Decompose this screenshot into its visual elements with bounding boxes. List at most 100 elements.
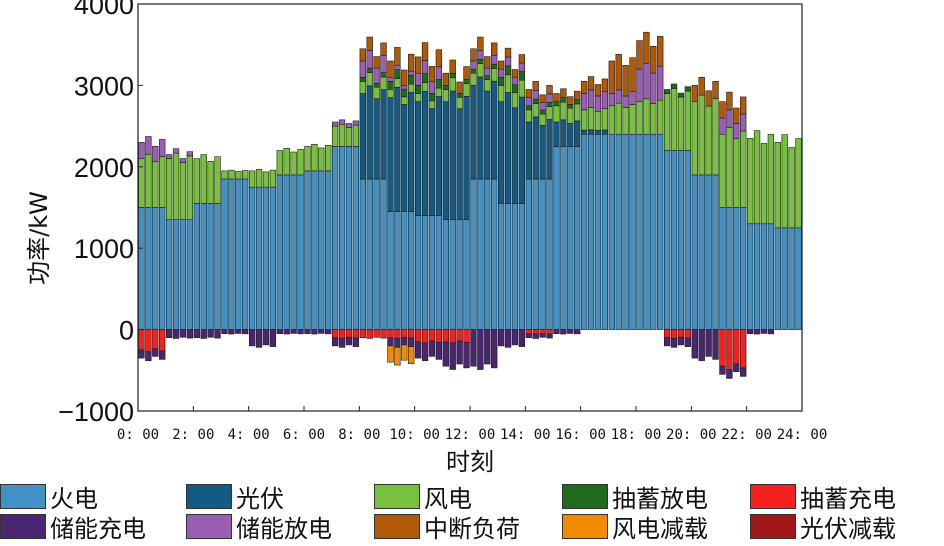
bar-segment-火电 (248, 186, 256, 330)
bar-segment-火电 (532, 178, 539, 330)
bar-segment-火电 (290, 174, 297, 330)
bar-segment-储能充电 (567, 329, 574, 334)
x-tick-label: 22: 00 (721, 427, 772, 443)
bar-segment-储能充电 (242, 329, 249, 335)
bar-segment-抽蓄充电 (670, 329, 678, 339)
bar-segment-储能放电 (497, 68, 505, 78)
bar-segment-光伏 (518, 96, 526, 204)
bar-segment-储能充电 (290, 329, 297, 334)
bar-segment-抽蓄放电 (511, 84, 519, 93)
bar-segment-抽蓄充电 (394, 329, 401, 339)
bar-segment-风电 (684, 90, 692, 151)
bar-segment-风电 (477, 63, 484, 78)
bar-segment-光伏 (546, 119, 553, 180)
bar-segment-抽蓄放电 (414, 85, 422, 94)
bar-segment-火电 (235, 178, 242, 330)
bar-segment-火电 (338, 146, 346, 330)
bar-segment-抽蓄充电 (456, 329, 463, 342)
legend-label: 储能放电 (236, 514, 332, 543)
bar-segment-光伏 (594, 130, 602, 135)
bar-segment-中断负荷 (442, 72, 449, 86)
bar-segment-火电 (276, 174, 283, 330)
bar-segment-储能充电 (165, 329, 173, 339)
bar-segment-火电 (491, 178, 498, 330)
bar-segment-火电 (670, 150, 678, 330)
bar-segment-中断负荷 (567, 96, 574, 105)
legend-swatch (562, 513, 608, 539)
bar-segment-风电 (200, 154, 207, 204)
bar-segment-储能充电 (401, 336, 408, 346)
legend-item: 储能放电 (186, 511, 332, 543)
bar-segment-风电 (297, 149, 304, 176)
bar-segment-火电 (421, 215, 429, 330)
bar-segment-储能充电 (760, 329, 768, 334)
bar-segment-中断负荷 (373, 56, 380, 69)
bar-segment-抽蓄放电 (380, 72, 387, 78)
bar-segment-风电 (165, 158, 173, 221)
bar-segment-储能放电 (484, 67, 491, 77)
bar-segment-风电 (380, 76, 387, 90)
bar-segment-储能充电 (532, 333, 539, 339)
bar-segment-火电 (262, 186, 270, 330)
x-tick-label: 18: 00 (611, 427, 662, 443)
bar-segment-风电 (242, 170, 249, 180)
bar-segment-储能放电 (138, 142, 145, 159)
bar-segment-储能充电 (269, 329, 277, 347)
legend-swatch (374, 483, 420, 509)
bar-segment-风电 (698, 94, 705, 176)
bar-segment-风电 (691, 101, 698, 176)
bar-segment-光伏 (373, 98, 380, 180)
bar-segment-火电 (712, 174, 719, 330)
bar-segment-火电 (615, 133, 622, 330)
bar-segment-抽蓄放电 (539, 109, 546, 115)
bar-segment-中断负荷 (574, 90, 581, 100)
bar-segment-抽蓄放电 (428, 92, 436, 102)
legend-item: 火电 (0, 481, 98, 513)
x-tick-label: 8: 00 (338, 427, 380, 443)
legend-item: 中断负荷 (374, 511, 520, 543)
bar-segment-储能充电 (746, 329, 754, 334)
bar-segment-光伏 (539, 125, 546, 180)
bar-segment-中断负荷 (553, 93, 560, 102)
bar-segment-风电 (248, 170, 256, 188)
bar-segment-中断负荷 (629, 57, 636, 93)
bar-segment-火电 (331, 146, 339, 330)
bar-segment-抽蓄充电 (387, 329, 394, 339)
bar-segment-抽蓄放电 (553, 101, 560, 107)
bar-segment-火电 (442, 219, 449, 330)
bar-segment-火电 (138, 207, 145, 330)
bar-segment-火电 (387, 211, 394, 330)
bar-segment-储能充电 (719, 365, 726, 375)
bar-segment-抽蓄放电 (435, 79, 443, 89)
bar-segment-风电 (760, 143, 768, 225)
bar-segment-储能充电 (408, 337, 415, 347)
bar-segment-风电 (138, 158, 145, 208)
bar-segment-抽蓄放电 (366, 67, 373, 73)
bar-segment-光伏 (574, 120, 581, 147)
x-tick-label: 10: 00 (389, 427, 440, 443)
bar-segment-储能放电 (380, 55, 387, 73)
bar-segment-中断负荷 (615, 54, 622, 91)
legend-swatch (186, 513, 232, 539)
bar-segment-储能放电 (636, 68, 643, 102)
bar-segment-火电 (463, 219, 470, 330)
bar-segment-抽蓄放电 (518, 71, 526, 81)
bar-segment-火电 (318, 170, 325, 330)
bar-segment-火电 (629, 133, 636, 330)
bar-segment-风电 (186, 155, 194, 221)
bar-segment-风电 (601, 108, 609, 131)
bar-segment-储能放电 (622, 95, 629, 108)
legend-swatch (0, 513, 46, 539)
bar-segment-储能放电 (186, 151, 194, 157)
bar-segment-火电 (373, 178, 380, 330)
bar-segment-风电 (705, 105, 712, 176)
bar-segment-抽蓄放电 (359, 76, 366, 82)
bar-segment-火电 (726, 207, 733, 330)
bar-segment-储能充电 (560, 329, 567, 335)
bar-segment-储能充电 (387, 337, 394, 347)
plot-area (138, 4, 802, 411)
bar-segment-风电 (228, 169, 235, 180)
y-tick-label: 3000 (74, 71, 134, 101)
bar-segment-储能充电 (297, 329, 304, 335)
bar-segment-光伏 (394, 87, 401, 212)
